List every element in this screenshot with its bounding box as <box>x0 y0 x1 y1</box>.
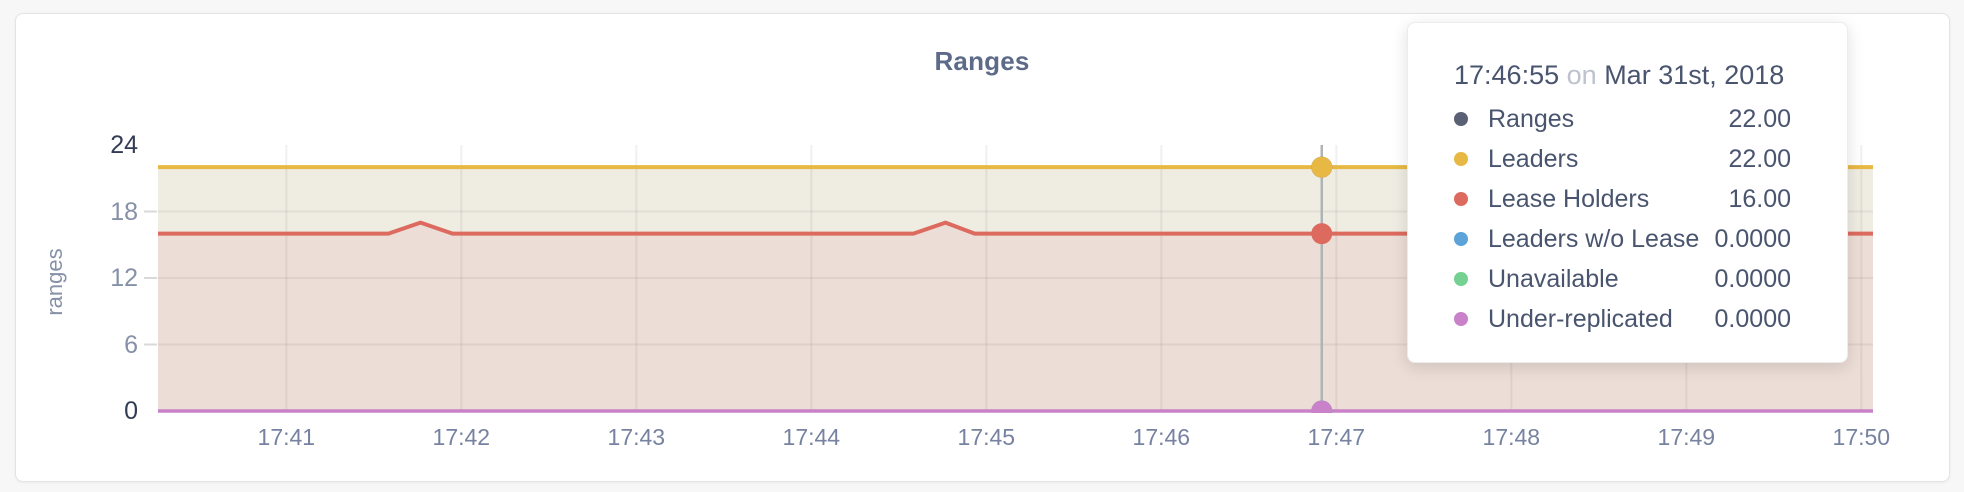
y-tick-label: 0 <box>124 397 138 425</box>
series-line-lease-holders <box>158 220 1873 236</box>
tooltip-series-value: 22.00 <box>1728 144 1791 173</box>
x-tick-label: 17:50 <box>1832 424 1891 450</box>
tooltip-row: Unavailable 0.0000 <box>1454 259 1791 299</box>
hover-tooltip: 17:46:55 on Mar 31st, 2018 Ranges 22.00 Le… <box>1407 22 1848 363</box>
hover-dot-leaders <box>1311 156 1333 178</box>
series-color-dot-icon <box>1454 152 1468 166</box>
tooltip-series-label: Leaders w/o Lease <box>1488 224 1700 253</box>
x-tick-label: 17:47 <box>1307 424 1366 450</box>
x-tick-label: 17:45 <box>957 424 1016 450</box>
tooltip-series-label: Under-replicated <box>1488 304 1673 333</box>
tooltip-series-value: 16.00 <box>1728 184 1791 213</box>
x-tick-label: 17:44 <box>782 424 841 450</box>
tooltip-header: 17:46:55 on Mar 31st, 2018 <box>1454 59 1791 91</box>
series-color-dot-icon <box>1454 272 1468 286</box>
hover-dot-lease-holders <box>1311 223 1333 245</box>
y-tick-label: 24 <box>110 131 138 159</box>
tooltip-row: Leaders w/o Lease 0.0000 <box>1454 219 1791 259</box>
tooltip-row: Under-replicated 0.0000 <box>1454 299 1791 339</box>
tooltip-row: Lease Holders 16.00 <box>1454 179 1791 219</box>
x-tick-label: 17:41 <box>257 424 316 450</box>
series-color-dot-icon <box>1454 112 1468 126</box>
tooltip-time: 17:46:55 <box>1454 60 1560 90</box>
tooltip-series-value: 22.00 <box>1728 104 1791 133</box>
series-color-dot-icon <box>1454 232 1468 246</box>
tooltip-conjunction: on <box>1566 60 1597 90</box>
tooltip-date: Mar 31st, 2018 <box>1604 60 1785 90</box>
tooltip-series-label: Ranges <box>1488 104 1575 133</box>
x-tick-label: 17:49 <box>1657 424 1716 450</box>
x-tick-label: 17:42 <box>432 424 491 450</box>
tooltip-row: Ranges 22.00 <box>1454 99 1791 139</box>
x-tick-label: 17:46 <box>1132 424 1191 450</box>
tooltip-series-label: Lease Holders <box>1488 184 1650 213</box>
tooltip-row: Leaders 22.00 <box>1454 139 1791 179</box>
y-tick-label: 12 <box>110 264 138 292</box>
x-tick-label: 17:43 <box>607 424 666 450</box>
series-color-dot-icon <box>1454 192 1468 206</box>
hover-dot-under-replicated <box>1311 400 1333 413</box>
chart-title: Ranges <box>934 46 1030 76</box>
tooltip-series-value: 0.0000 <box>1714 224 1791 253</box>
tooltip-series-label: Unavailable <box>1488 264 1619 293</box>
y-tick-label: 6 <box>124 330 138 359</box>
y-tick-label: 18 <box>110 197 138 226</box>
tooltip-series-value: 0.0000 <box>1714 264 1791 293</box>
tooltip-series-value: 0.0000 <box>1714 304 1791 333</box>
tooltip-series-label: Leaders <box>1488 144 1579 173</box>
tooltip-rows: Ranges 22.00 Leaders 22.00 Lease Holders 16.0… <box>1454 99 1791 339</box>
series-color-dot-icon <box>1454 312 1468 326</box>
x-tick-label: 17:48 <box>1482 424 1541 450</box>
